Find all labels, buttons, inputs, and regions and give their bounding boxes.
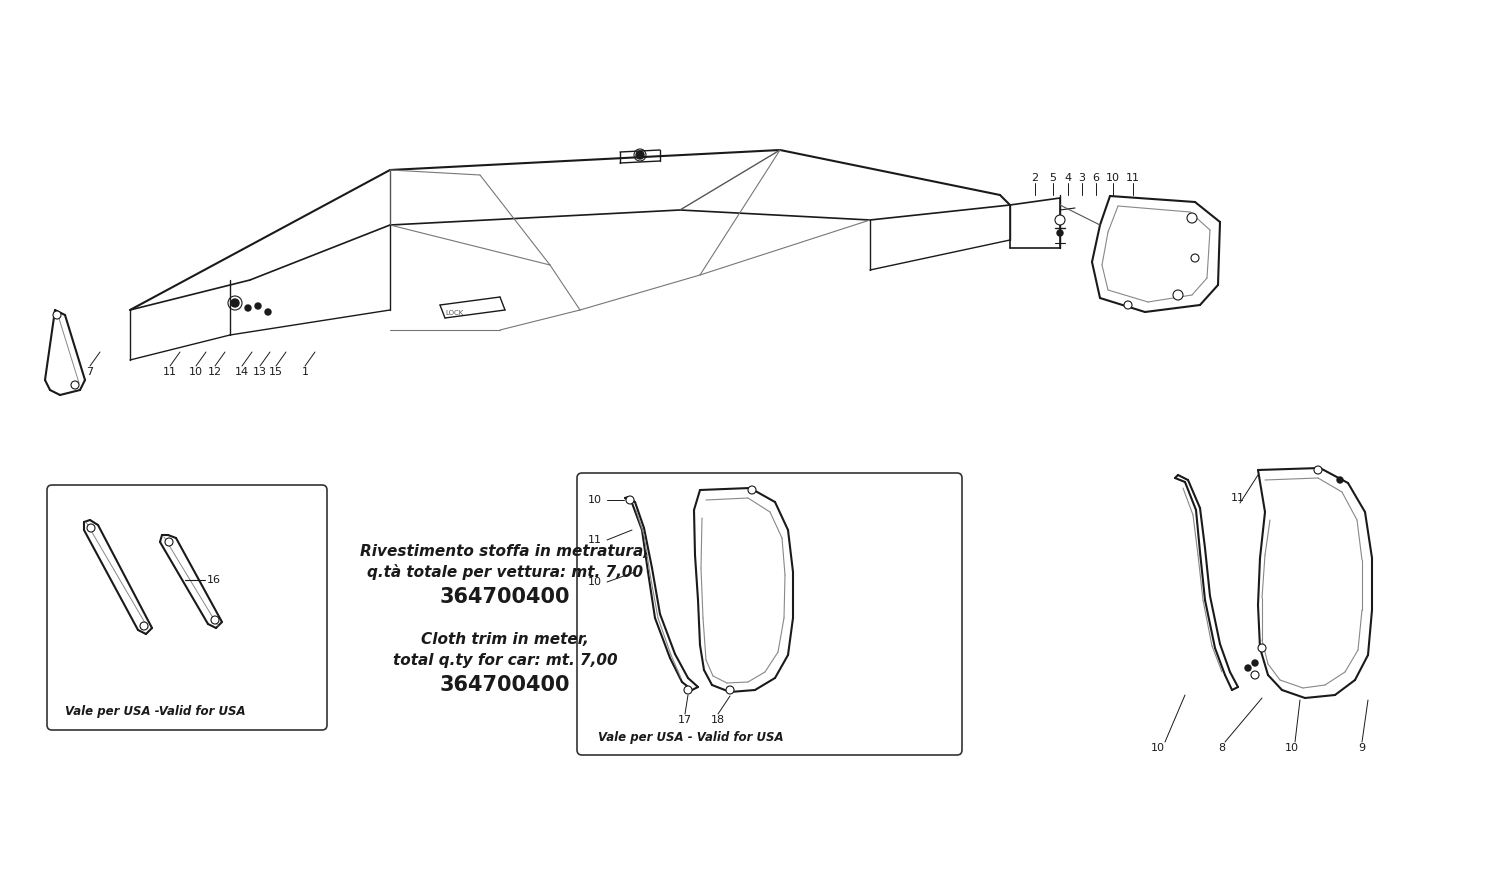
Circle shape [626, 496, 634, 504]
Circle shape [1173, 290, 1184, 300]
Text: 2: 2 [1032, 173, 1038, 183]
Text: 10: 10 [1286, 743, 1299, 753]
Text: 4: 4 [1065, 173, 1071, 183]
Text: 5: 5 [1050, 173, 1056, 183]
Text: 10: 10 [189, 367, 202, 377]
Text: 10: 10 [1150, 743, 1166, 753]
Circle shape [726, 686, 734, 694]
Text: 7: 7 [87, 367, 93, 377]
FancyBboxPatch shape [578, 473, 962, 755]
Circle shape [748, 486, 756, 494]
Circle shape [53, 311, 62, 319]
Text: 10: 10 [1106, 173, 1120, 183]
Text: Vale per USA - Valid for USA: Vale per USA - Valid for USA [598, 732, 783, 745]
Circle shape [255, 303, 261, 309]
Circle shape [1252, 660, 1258, 666]
Text: 1: 1 [302, 367, 309, 377]
Text: 16: 16 [207, 575, 220, 585]
Text: total q.ty for car: mt. 7,00: total q.ty for car: mt. 7,00 [393, 652, 618, 667]
Text: 10: 10 [588, 495, 602, 505]
Circle shape [1058, 230, 1064, 236]
Text: 11: 11 [1232, 493, 1245, 503]
Circle shape [70, 381, 80, 389]
Circle shape [211, 616, 219, 624]
FancyBboxPatch shape [46, 485, 327, 730]
Text: 9: 9 [1359, 743, 1365, 753]
Text: Rivestimento stoffa in metratura,: Rivestimento stoffa in metratura, [360, 544, 650, 560]
Text: 364700400: 364700400 [440, 675, 570, 695]
Circle shape [1191, 254, 1198, 262]
Text: 3: 3 [1078, 173, 1086, 183]
Text: 6: 6 [1092, 173, 1100, 183]
Text: 364700400: 364700400 [440, 587, 570, 607]
Text: 14: 14 [236, 367, 249, 377]
Text: 12: 12 [209, 367, 222, 377]
Text: Cloth trim in meter,: Cloth trim in meter, [422, 633, 590, 648]
Circle shape [1124, 301, 1132, 309]
Circle shape [244, 305, 250, 311]
Text: 11: 11 [164, 367, 177, 377]
Text: LOCK: LOCK [446, 310, 464, 316]
Text: 8: 8 [1218, 743, 1225, 753]
Circle shape [87, 524, 94, 532]
Circle shape [266, 309, 272, 315]
Text: 11: 11 [1126, 173, 1140, 183]
Text: 18: 18 [711, 715, 724, 725]
Text: 10: 10 [588, 577, 602, 587]
Circle shape [1251, 671, 1258, 679]
Text: 11: 11 [588, 535, 602, 545]
Circle shape [140, 622, 148, 630]
Text: Vale per USA -Valid for USA: Vale per USA -Valid for USA [64, 706, 246, 718]
Circle shape [1245, 665, 1251, 671]
Circle shape [1054, 215, 1065, 225]
Circle shape [684, 686, 692, 694]
Text: 13: 13 [254, 367, 267, 377]
Circle shape [1314, 466, 1322, 474]
Circle shape [1258, 644, 1266, 652]
Circle shape [1336, 477, 1342, 483]
Circle shape [165, 538, 172, 546]
Circle shape [636, 151, 644, 159]
Circle shape [231, 299, 238, 307]
Text: q.tà totale per vettura: mt. 7,00: q.tà totale per vettura: mt. 7,00 [368, 564, 644, 580]
Text: 17: 17 [678, 715, 692, 725]
Circle shape [1186, 213, 1197, 223]
Text: 15: 15 [268, 367, 284, 377]
